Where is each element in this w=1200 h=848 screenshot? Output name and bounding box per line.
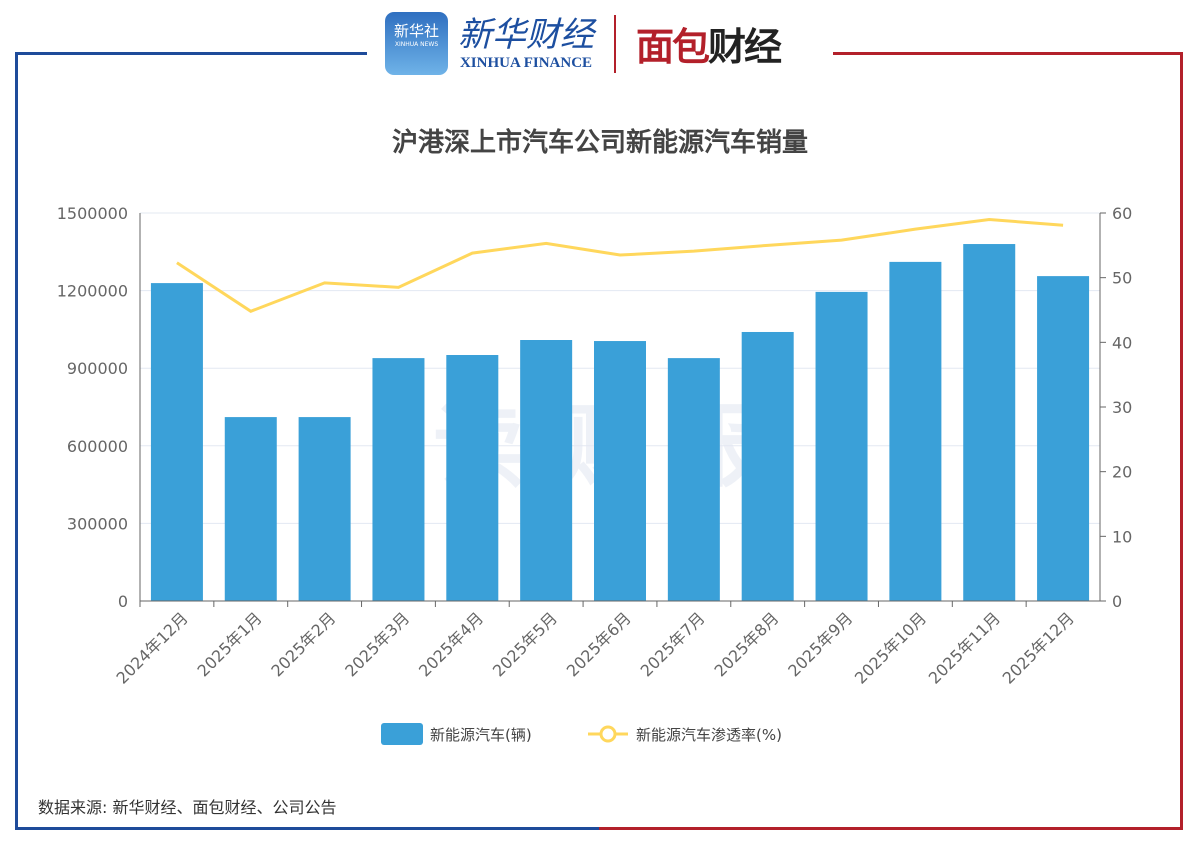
x-tick-label: 2025年2月 [267,608,339,680]
header-logos: 新华社 XINHUA NEWS 新华财经 XINHUA FINANCE 面包财经 [385,12,782,75]
x-tick-label: 2025年3月 [341,608,413,680]
y-right-tick-label: 60 [1112,204,1132,223]
bar [815,291,868,601]
x-tick-label: 2025年6月 [563,608,635,680]
bar [667,358,720,601]
xinhua-news-logo: 新华社 XINHUA NEWS [385,12,448,75]
bar [150,283,203,601]
x-tick-label: 2025年5月 [489,608,561,680]
y-left-tick-label: 1200000 [57,282,128,301]
y-left-tick-label: 600000 [67,437,128,456]
data-source: 数据来源: 新华财经、面包财经、公司公告 [38,798,337,817]
y-left-tick-label: 900000 [67,359,128,378]
legend-line-label: 新能源汽车渗透率(%) [636,726,782,744]
mianbao-finance-logo: 面包财经 [636,25,782,69]
y-left-tick-label: 300000 [67,514,128,533]
x-tick-label: 2025年8月 [710,608,782,680]
x-tick-label: 2025年10月 [851,608,930,687]
y-right-tick-label: 10 [1112,527,1132,546]
y-right-tick-label: 30 [1112,398,1132,417]
x-tick-label: 2025年11月 [925,608,1004,687]
x-tick-label: 2024年12月 [112,608,191,687]
bar [1037,276,1090,601]
y-left-tick-label: 0 [118,592,128,611]
logo-divider [614,14,616,73]
x-tick-label: 2025年9月 [784,608,856,680]
bar [963,244,1016,602]
xinhua-finance-logo: 新华财经 XINHUA FINANCE [458,15,594,71]
frame-left [15,53,18,830]
frame-bottom [15,827,1183,830]
y-right-tick-label: 40 [1112,333,1132,352]
bar [298,417,351,601]
y-right-tick-label: 0 [1112,592,1122,611]
x-tick-label: 2025年4月 [415,608,487,680]
legend-line-marker [599,725,617,743]
y-right-tick-label: 50 [1112,269,1132,288]
legend-bar-swatch [381,723,423,745]
legend-bar-label: 新能源汽车(辆) [430,726,532,744]
bar [889,261,942,601]
x-tick-label: 2025年1月 [194,608,266,680]
bar [520,340,573,601]
bar [446,355,499,601]
x-tick-label: 2025年7月 [637,608,709,680]
frame-right [1180,53,1183,830]
bar [224,417,277,601]
frame-top-left [15,52,367,55]
frame-top-right [833,52,1183,55]
x-tick-label: 2025年12月 [999,608,1078,687]
chart-title: 沪港深上市汽车公司新能源汽车销量 [391,128,808,158]
bar [741,331,794,601]
y-left-tick-label: 1500000 [57,204,128,223]
y-right-tick-label: 20 [1112,463,1132,482]
bar [594,341,646,601]
bar [372,358,425,601]
line-series [176,217,1064,313]
